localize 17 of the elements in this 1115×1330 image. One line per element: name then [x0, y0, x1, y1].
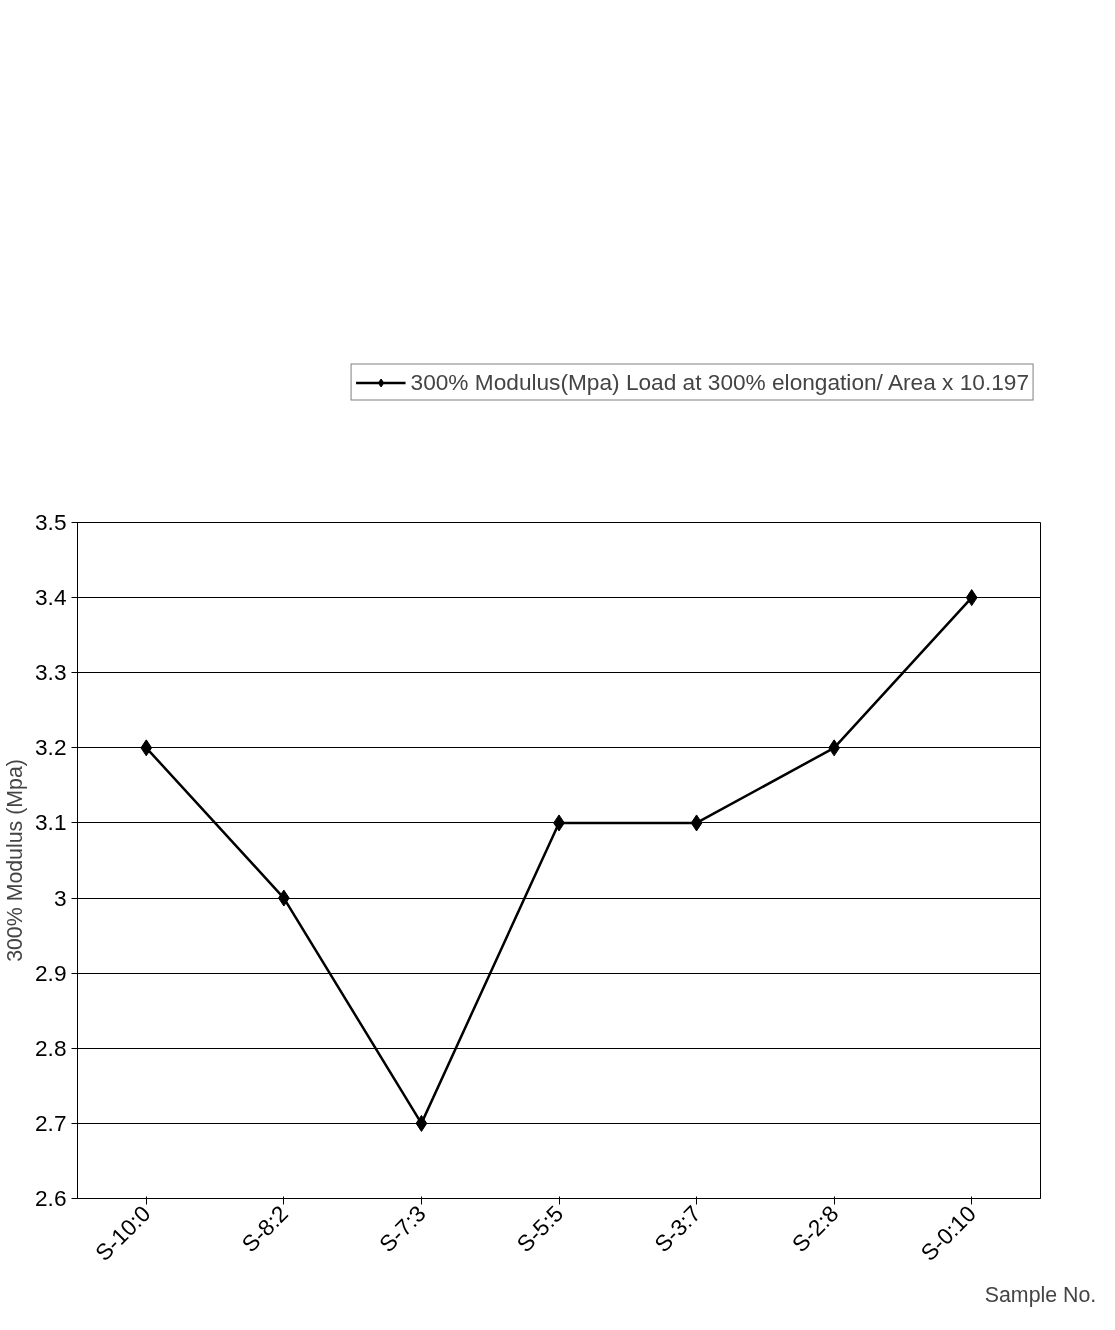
point — [415, 1114, 428, 1132]
point — [965, 589, 978, 607]
y-tick-label: 3.2 — [35, 734, 67, 761]
y-tick-label: 3.5 — [35, 509, 67, 535]
y-tick-label: 2.9 — [35, 959, 67, 986]
x-axis-title: Sample No. — [984, 1283, 1097, 1308]
point — [690, 814, 703, 832]
legend-label: 300% Modulus(Mpa) Load at 300% elongation/ Area x 10.197 — [410, 368, 1029, 396]
y-tick-label: 2.6 — [35, 1185, 67, 1211]
y-axis-title: 300% Modulus (Mpa) — [3, 759, 27, 962]
y-tick-label: 3 — [53, 884, 67, 911]
point — [140, 739, 153, 757]
y-tick-label: 2.8 — [35, 1034, 67, 1061]
y-tick-label: 2.7 — [35, 1109, 67, 1136]
y-tick-label: 3.3 — [35, 659, 67, 686]
y-tick-label: 3.1 — [35, 809, 67, 836]
y-tick-label: 3.4 — [35, 584, 67, 611]
